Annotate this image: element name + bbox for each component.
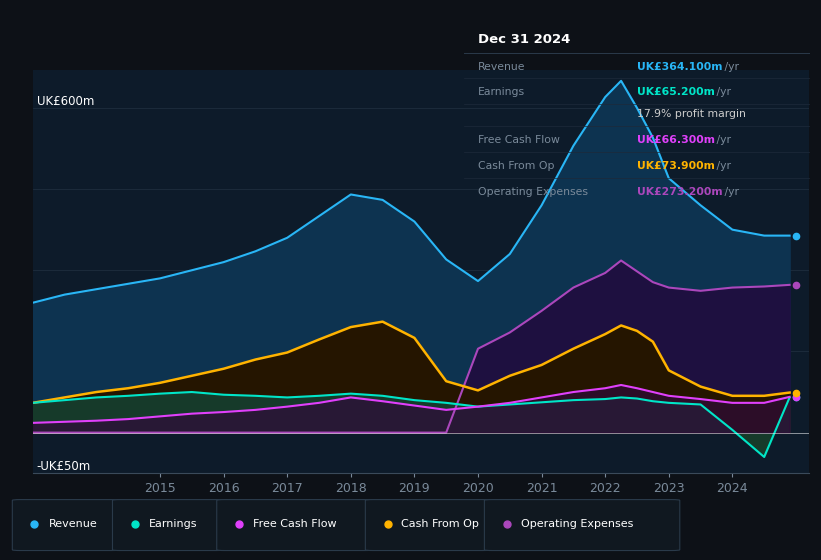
FancyBboxPatch shape <box>12 500 119 550</box>
Text: UK£66.300m: UK£66.300m <box>637 135 715 145</box>
Text: Earnings: Earnings <box>478 87 525 97</box>
Text: /yr: /yr <box>721 186 739 197</box>
Text: Revenue: Revenue <box>478 62 525 72</box>
Text: Free Cash Flow: Free Cash Flow <box>253 519 337 529</box>
FancyBboxPatch shape <box>217 500 373 550</box>
Text: UK£600m: UK£600m <box>37 95 94 108</box>
Text: Cash From Op: Cash From Op <box>478 161 554 171</box>
Text: Earnings: Earnings <box>149 519 197 529</box>
Text: UK£0: UK£0 <box>37 418 67 432</box>
Text: UK£73.900m: UK£73.900m <box>637 161 715 171</box>
Text: /yr: /yr <box>713 87 732 97</box>
Text: Dec 31 2024: Dec 31 2024 <box>478 32 570 46</box>
Text: /yr: /yr <box>713 161 732 171</box>
Text: Cash From Op: Cash From Op <box>401 519 479 529</box>
Text: Free Cash Flow: Free Cash Flow <box>478 135 560 145</box>
FancyBboxPatch shape <box>484 500 680 550</box>
Text: UK£65.200m: UK£65.200m <box>637 87 715 97</box>
Text: Operating Expenses: Operating Expenses <box>478 186 588 197</box>
Text: /yr: /yr <box>721 62 739 72</box>
Text: UK£273.200m: UK£273.200m <box>637 186 722 197</box>
FancyBboxPatch shape <box>365 500 490 550</box>
Text: Revenue: Revenue <box>48 519 97 529</box>
Text: /yr: /yr <box>713 135 732 145</box>
Text: 17.9% profit margin: 17.9% profit margin <box>637 109 746 119</box>
Text: UK£364.100m: UK£364.100m <box>637 62 722 72</box>
FancyBboxPatch shape <box>112 500 223 550</box>
Text: -UK£50m: -UK£50m <box>37 460 91 473</box>
Text: Operating Expenses: Operating Expenses <box>521 519 633 529</box>
